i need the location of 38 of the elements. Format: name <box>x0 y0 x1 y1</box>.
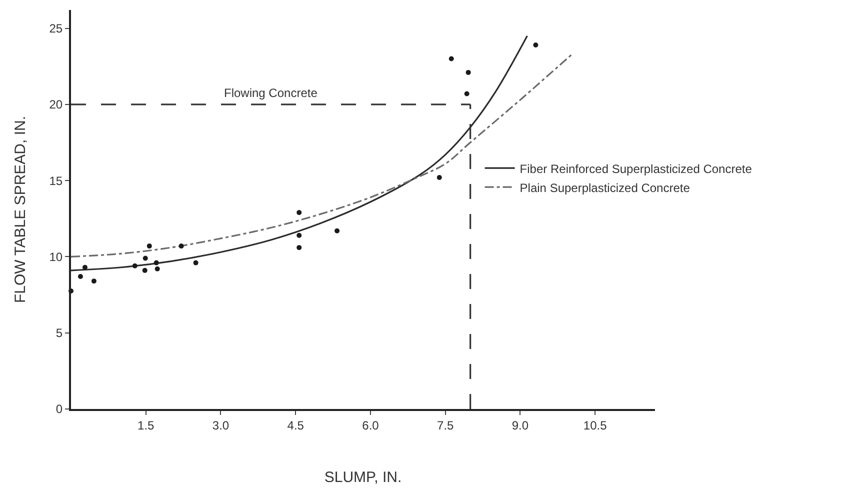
point <box>296 232 302 238</box>
point <box>154 266 160 272</box>
point <box>296 245 302 250</box>
point <box>78 274 83 280</box>
point <box>464 91 470 96</box>
point <box>193 260 198 266</box>
x-tick-label: 4.5 <box>287 418 304 432</box>
point <box>132 263 138 268</box>
point <box>466 70 471 75</box>
y-axis-title: FLOW TABLE SPREAD, IN. <box>12 116 29 303</box>
x-tick-label: 7.5 <box>437 418 454 432</box>
x-tick-label: 1.5 <box>138 418 155 432</box>
x-tick-label: 6.0 <box>362 418 380 432</box>
point <box>154 260 159 266</box>
point <box>296 210 302 216</box>
x-tick-label: 10.5 <box>583 418 608 432</box>
point <box>533 42 538 48</box>
point <box>142 268 148 273</box>
point <box>142 256 148 261</box>
x-tick-label: 9.0 <box>512 418 529 432</box>
x-axis-title: SLUMP, IN. <box>324 468 402 486</box>
y-tick-label: 25 <box>49 21 63 36</box>
point <box>178 244 184 249</box>
point <box>91 278 96 284</box>
y-tick-label: 20 <box>49 98 63 112</box>
point <box>82 264 88 270</box>
y-tick-label: 15 <box>49 174 63 188</box>
point <box>334 228 340 234</box>
legend-label: Fiber Reinforced Superplasticized Concrete <box>520 162 752 176</box>
y-tick-label: 10 <box>49 250 63 264</box>
legend-label: Plain Superplasticized Concrete <box>520 180 690 195</box>
ref-line-label: Flowing Concrete <box>224 86 318 100</box>
point <box>448 56 454 62</box>
x-tick-label: 3.0 <box>212 418 230 432</box>
point <box>436 175 442 180</box>
point <box>146 244 152 249</box>
y-tick-label: 0 <box>56 402 63 416</box>
y-tick-label: 5 <box>56 326 63 340</box>
